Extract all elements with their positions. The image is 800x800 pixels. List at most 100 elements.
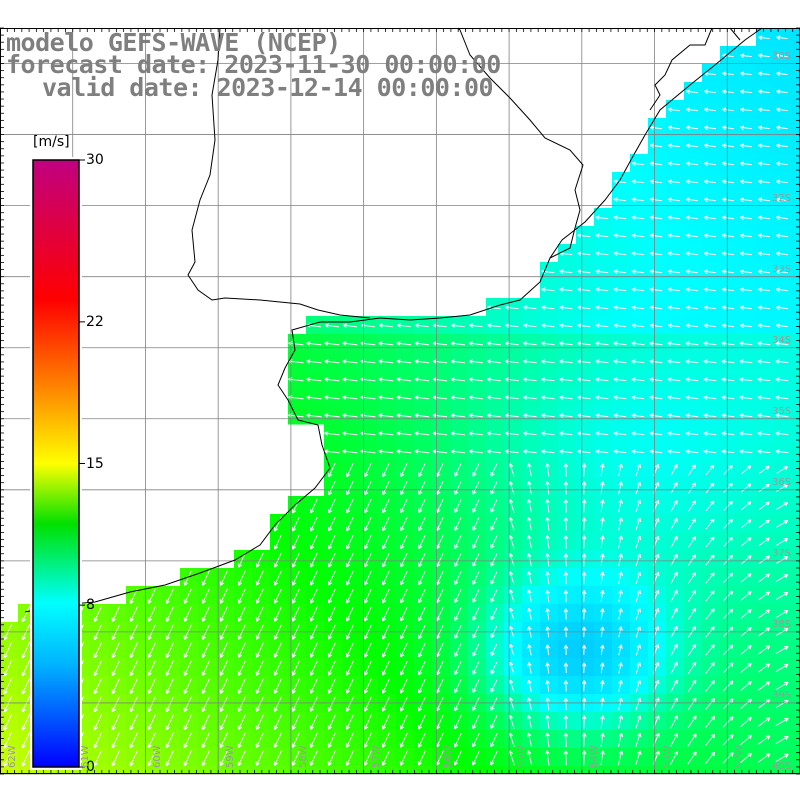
speed-cell xyxy=(612,388,631,407)
speed-cell xyxy=(702,766,721,774)
wind-arrow xyxy=(219,678,228,694)
wind-arrow xyxy=(775,305,788,311)
wind-arrow xyxy=(451,323,465,328)
speed-cell xyxy=(756,46,775,65)
wind-arrow xyxy=(667,359,681,364)
wind-arrow xyxy=(613,413,627,418)
wind-arrow xyxy=(775,663,789,673)
speed-cell xyxy=(792,64,800,83)
speed-cell xyxy=(756,424,775,443)
speed-cell xyxy=(504,370,523,389)
speed-cell xyxy=(684,316,703,335)
speed-cell xyxy=(342,712,361,731)
speed-cell xyxy=(396,604,415,623)
speed-cell xyxy=(684,442,703,461)
wind-arrow xyxy=(201,660,210,676)
speed-cell xyxy=(414,676,433,695)
wind-arrow xyxy=(723,536,734,548)
wind-arrow xyxy=(472,661,480,675)
wind-arrow xyxy=(775,323,788,329)
wind-arrow xyxy=(775,341,789,346)
wind-arrow xyxy=(396,413,412,418)
wind-arrow xyxy=(165,642,175,658)
wind-arrow xyxy=(705,644,715,656)
wind-arrow xyxy=(345,552,354,568)
speed-cell xyxy=(738,442,757,461)
wind-arrow xyxy=(703,449,717,454)
wind-arrow xyxy=(581,571,587,585)
speed-cell xyxy=(576,550,595,569)
wind-arrow xyxy=(490,661,498,675)
wind-arrow xyxy=(600,517,605,531)
wind-arrow xyxy=(649,161,663,167)
wind-arrow xyxy=(613,287,627,292)
wind-arrow xyxy=(776,53,788,59)
wind-arrow xyxy=(776,107,788,113)
wind-arrow xyxy=(740,89,752,95)
speed-cell xyxy=(468,442,487,461)
speed-cell xyxy=(630,208,649,227)
wind-arrow xyxy=(599,680,605,692)
speed-cell xyxy=(522,568,541,587)
wind-arrow xyxy=(364,463,372,478)
speed-cell xyxy=(792,442,800,461)
wind-arrow xyxy=(776,538,789,546)
wind-arrow xyxy=(635,535,642,549)
wind-arrow xyxy=(454,517,462,531)
wind-arrow xyxy=(563,662,569,674)
wind-arrow xyxy=(472,535,480,549)
wind-arrow xyxy=(685,179,698,185)
speed-cell xyxy=(198,604,217,623)
wind-arrow xyxy=(508,643,515,656)
wind-arrow xyxy=(721,143,734,149)
wind-arrow xyxy=(667,287,681,293)
wind-arrow xyxy=(378,323,393,328)
wind-arrow xyxy=(685,377,699,382)
wind-arrow xyxy=(722,680,734,692)
wind-arrow xyxy=(703,431,717,436)
wind-arrow xyxy=(670,482,678,494)
speed-cell xyxy=(486,298,505,317)
speed-cell xyxy=(360,388,379,407)
speed-cell xyxy=(450,388,469,407)
wind-arrow xyxy=(342,449,358,454)
wind-arrow xyxy=(523,449,537,454)
wind-arrow xyxy=(670,571,678,584)
speed-cell xyxy=(738,298,757,317)
wind-arrow xyxy=(472,679,480,693)
wind-arrow xyxy=(523,305,537,310)
wind-arrow xyxy=(363,552,372,568)
speed-cell xyxy=(630,226,649,245)
wind-arrow xyxy=(577,341,591,346)
wind-arrow xyxy=(595,251,609,256)
speed-cell xyxy=(432,496,451,515)
wind-arrow xyxy=(595,395,609,400)
speed-cell xyxy=(648,424,667,443)
speed-cell xyxy=(234,604,253,623)
speed-cell xyxy=(324,676,343,695)
speed-cell xyxy=(306,640,325,659)
wind-arrow xyxy=(613,251,627,256)
wind-arrow xyxy=(775,377,789,382)
wind-arrow xyxy=(685,323,699,329)
wind-arrow xyxy=(324,341,340,346)
speed-cell xyxy=(432,460,451,479)
speed-cell xyxy=(756,442,775,461)
wind-arrow xyxy=(324,431,340,436)
speed-cell xyxy=(450,460,469,479)
wind-arrow xyxy=(273,660,282,676)
speed-cell xyxy=(648,262,667,281)
wind-arrow xyxy=(545,608,551,620)
speed-cell xyxy=(738,172,757,191)
wind-arrow xyxy=(703,305,717,311)
speed-cell xyxy=(702,604,721,623)
speed-cell xyxy=(576,316,595,335)
wind-arrow xyxy=(345,534,354,550)
wind-arrow xyxy=(468,413,483,418)
wind-arrow xyxy=(739,143,752,149)
speed-cell xyxy=(792,172,800,191)
speed-cell xyxy=(684,298,703,317)
speed-cell xyxy=(702,64,721,83)
speed-cell xyxy=(270,766,289,774)
speed-cell xyxy=(396,406,415,425)
